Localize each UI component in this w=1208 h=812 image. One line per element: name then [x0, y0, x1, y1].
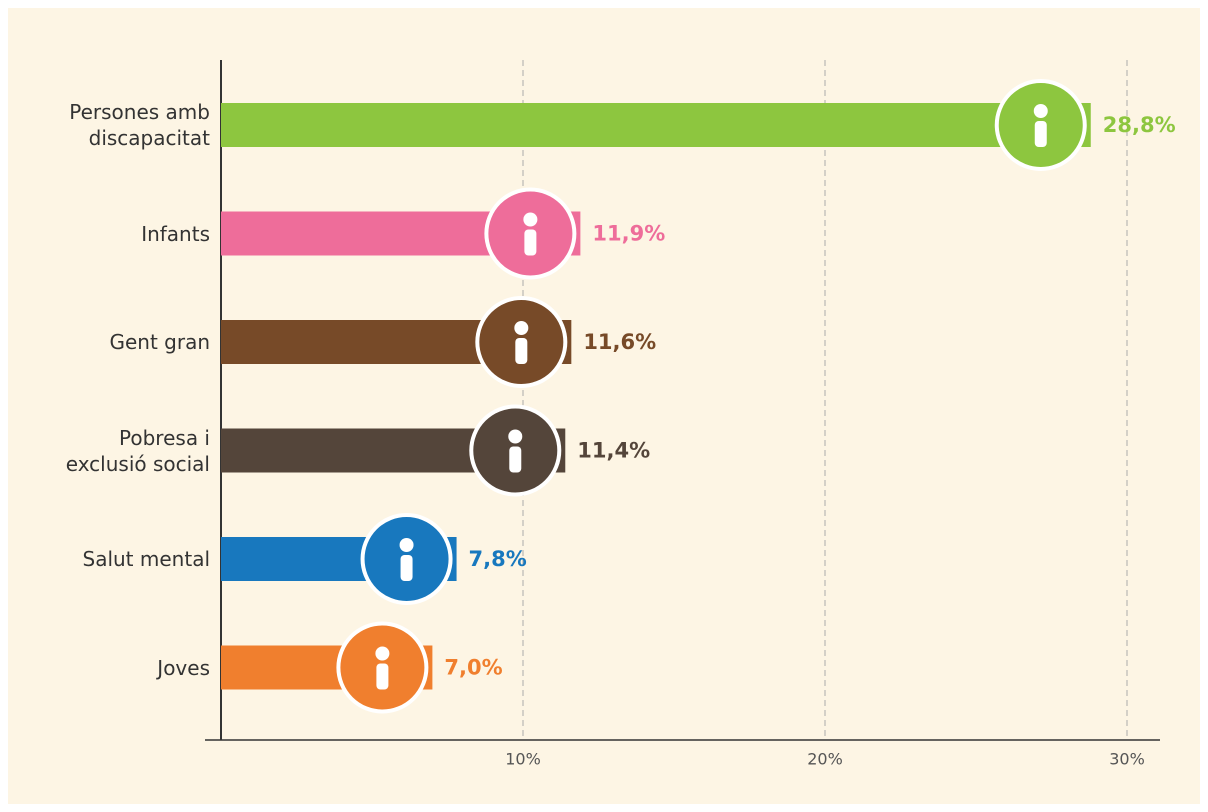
- y-tick-label: Infants: [141, 221, 210, 246]
- value-label: 28,8%: [1103, 113, 1176, 137]
- icon-glyph: [514, 321, 529, 335]
- bar: [221, 103, 1091, 147]
- icon-glyph: [400, 555, 413, 581]
- icon-glyph: [1033, 104, 1048, 118]
- icon-glyph: [375, 646, 390, 661]
- x-tick-label: 10%: [505, 750, 541, 769]
- y-tick-label: Persones amb discapacitat: [69, 100, 210, 150]
- icon-glyph: [523, 212, 538, 227]
- value-label: 7,8%: [469, 547, 527, 571]
- icon-glyph: [515, 338, 528, 364]
- y-tick-label: Pobresa i exclusió social: [65, 425, 210, 476]
- value-label: 7,0%: [444, 656, 502, 680]
- icon-glyph: [524, 229, 537, 256]
- value-label: 11,9%: [592, 222, 665, 246]
- y-tick-label: Gent gran: [109, 330, 210, 354]
- y-tick-label: Salut mental: [82, 547, 211, 571]
- value-label: 11,4%: [577, 439, 650, 463]
- x-tick-label: 20%: [807, 750, 843, 769]
- value-label: 11,6%: [583, 330, 656, 354]
- icon-glyph: [509, 446, 522, 473]
- icon-glyph: [508, 429, 523, 444]
- icon-glyph: [1034, 121, 1047, 147]
- x-tick-label: 30%: [1109, 750, 1145, 769]
- icon-glyph: [399, 538, 414, 552]
- y-tick-label: Joves: [157, 655, 210, 680]
- icon-glyph: [376, 663, 389, 690]
